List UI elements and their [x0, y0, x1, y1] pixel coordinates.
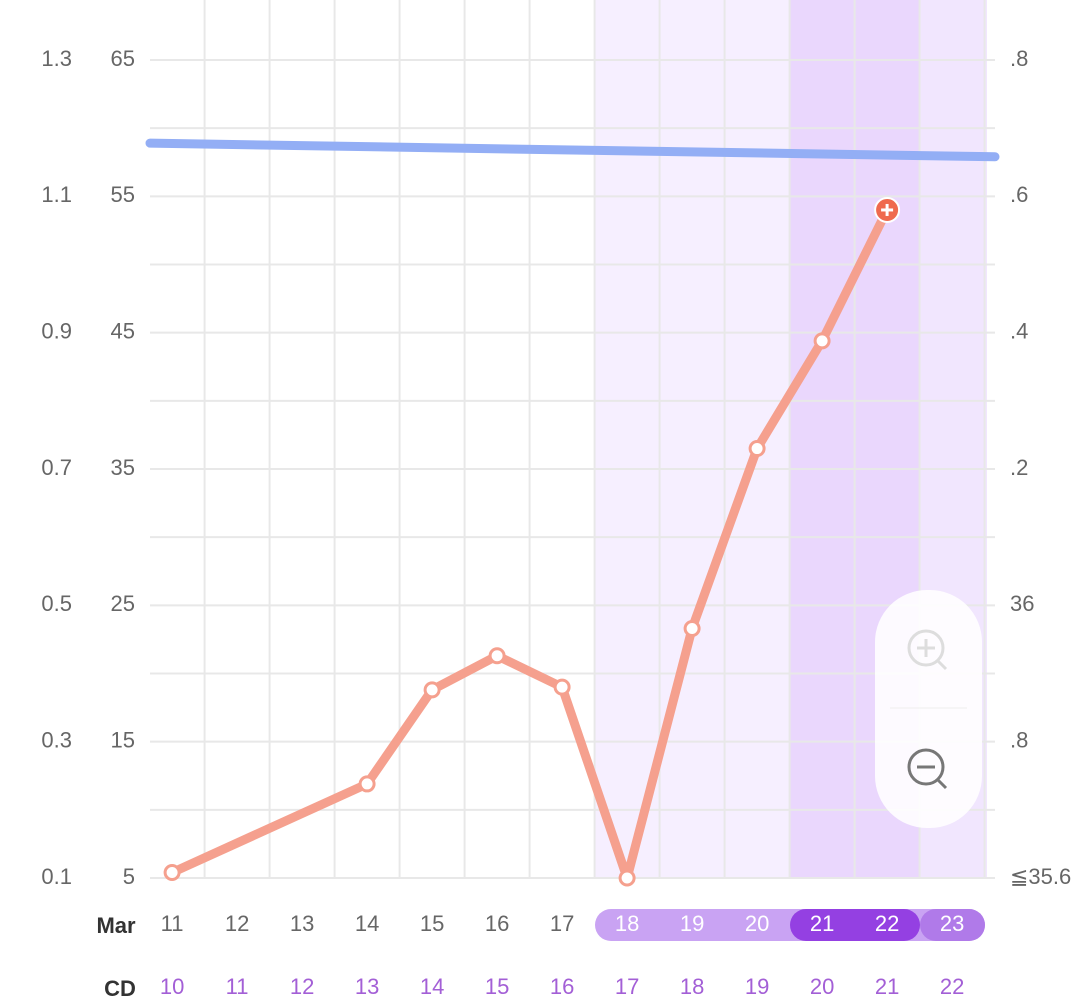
line — [167, 205, 892, 883]
y-tick-label: 65 — [111, 46, 135, 71]
fertile-pill — [920, 909, 985, 941]
cycle-day-label: 13 — [355, 974, 379, 999]
cycle-day-label: 21 — [875, 974, 899, 999]
month-label: Mar — [96, 913, 136, 938]
x-tick-label: 17 — [550, 911, 574, 936]
y3-tick-label: .6 — [1010, 182, 1028, 207]
y3-tick-label: .8 — [1010, 46, 1028, 71]
y2-tick-label: 0.1 — [41, 864, 72, 889]
y2-tick-label: 0.5 — [41, 591, 72, 616]
y2-tick-label: 0.7 — [41, 455, 72, 480]
x-tick-label: 16 — [485, 911, 509, 936]
x-tick-label: 15 — [420, 911, 444, 936]
cycle-day-label: 14 — [420, 974, 444, 999]
fertile-shade — [595, 0, 790, 878]
date-pills — [595, 909, 985, 941]
cycle-label: CD — [104, 976, 136, 1001]
y3-tick-label: 36 — [1010, 591, 1034, 616]
y-tick-label: 35 — [111, 455, 135, 480]
x-tick-label: 13 — [290, 911, 314, 936]
point — [358, 775, 376, 793]
point — [748, 440, 766, 458]
y2-tick-label: 0.9 — [41, 318, 72, 343]
y3-tick-label: .2 — [1010, 455, 1028, 480]
y-tick-label: 15 — [111, 727, 135, 752]
y-tick-label: 5 — [123, 864, 135, 889]
y-tick-label: 45 — [111, 318, 135, 343]
cycle-day-label: 12 — [290, 974, 314, 999]
zoom-controls — [875, 590, 982, 828]
cycle-day-label: 20 — [810, 974, 834, 999]
cycle-day-label: 22 — [940, 974, 964, 999]
cycle-day-label: 11 — [226, 974, 249, 999]
point — [423, 681, 441, 699]
plot — [145, 138, 1000, 887]
x-tick-label: 18 — [615, 911, 639, 936]
x-tick-label: 23 — [940, 911, 964, 936]
point — [618, 869, 636, 887]
x-tick-label: 12 — [225, 911, 249, 936]
x-tick-label: 20 — [745, 911, 769, 936]
x-tick-label: 14 — [355, 911, 379, 936]
y2-tick-label: 1.3 — [41, 46, 72, 71]
line — [145, 138, 1000, 162]
x-tick-label: 22 — [875, 911, 899, 936]
y-tick-label: 25 — [111, 591, 135, 616]
y3-tick-label: .8 — [1010, 727, 1028, 752]
zoom-out-button[interactable] — [907, 748, 948, 790]
y3-tick-label: .4 — [1010, 318, 1028, 343]
point — [683, 620, 701, 638]
cycle-day-label: 16 — [550, 974, 574, 999]
cycle-day-label: 18 — [680, 974, 704, 999]
point — [553, 678, 571, 696]
x-tick-label: 19 — [680, 911, 704, 936]
cycle-day-label: 17 — [615, 974, 639, 999]
y2-tick-label: 1.1 — [41, 182, 72, 207]
zoom-in-button[interactable] — [907, 629, 948, 671]
point — [163, 864, 181, 882]
cycle-day-label: 19 — [745, 974, 769, 999]
point — [488, 647, 506, 665]
point — [813, 332, 831, 350]
peak-pill — [790, 909, 920, 941]
y3-tick-label: ≦35.6 — [1010, 864, 1071, 889]
zoom-panel — [875, 590, 982, 828]
x-tick-label: 21 — [810, 911, 834, 936]
cycle-day-label: 10 — [160, 974, 184, 999]
x-tick-label: 11 — [161, 911, 184, 936]
y-tick-label: 55 — [111, 182, 135, 207]
cycle-day-label: 15 — [485, 974, 509, 999]
y2-tick-label: 0.3 — [41, 727, 72, 752]
